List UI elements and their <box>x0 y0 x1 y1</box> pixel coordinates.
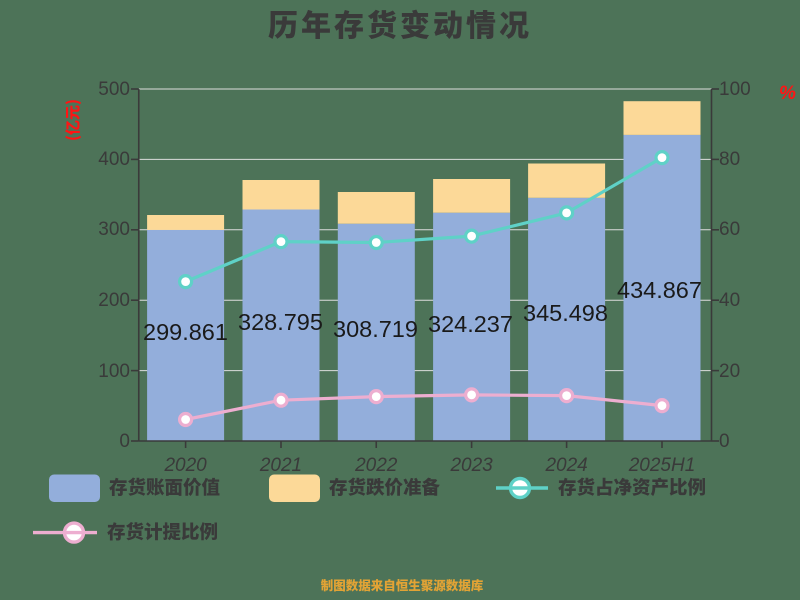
svg-text:2021: 2021 <box>259 455 302 476</box>
svg-text:2024: 2024 <box>544 455 587 476</box>
svg-text:100: 100 <box>719 79 751 100</box>
svg-text:2020: 2020 <box>163 455 207 476</box>
svg-text:324.237: 324.237 <box>428 311 513 337</box>
svg-text:60: 60 <box>719 219 740 240</box>
svg-text:存货占净资产比例: 存货占净资产比例 <box>558 474 706 500</box>
svg-text:200: 200 <box>98 290 130 311</box>
svg-text:80: 80 <box>719 149 740 170</box>
svg-text:制图数据来自恒生聚源数据库: 制图数据来自恒生聚源数据库 <box>321 575 484 594</box>
svg-text:20: 20 <box>719 361 740 382</box>
svg-text:400: 400 <box>98 149 130 170</box>
svg-text:2025H1: 2025H1 <box>628 455 696 476</box>
svg-text:2022: 2022 <box>354 455 398 476</box>
svg-text:299.861: 299.861 <box>143 319 228 345</box>
svg-text:40: 40 <box>719 290 740 311</box>
svg-text:300: 300 <box>98 219 130 240</box>
svg-text:100: 100 <box>98 361 130 382</box>
svg-text:0: 0 <box>719 431 730 452</box>
svg-text:308.719: 308.719 <box>333 316 418 342</box>
svg-text:存货账面价值: 存货账面价值 <box>109 474 220 500</box>
svg-text:328.795: 328.795 <box>238 309 323 335</box>
svg-text:存货计提比例: 存货计提比例 <box>107 519 218 545</box>
svg-text:存货跌价准备: 存货跌价准备 <box>329 474 441 500</box>
svg-text:2023: 2023 <box>449 455 493 476</box>
svg-text:%: % <box>779 83 796 104</box>
svg-text:(亿元): (亿元) <box>62 99 83 141</box>
svg-text:434.867: 434.867 <box>617 277 702 303</box>
svg-text:500: 500 <box>98 79 130 100</box>
svg-text:0: 0 <box>119 431 130 452</box>
svg-text:345.498: 345.498 <box>523 300 608 326</box>
